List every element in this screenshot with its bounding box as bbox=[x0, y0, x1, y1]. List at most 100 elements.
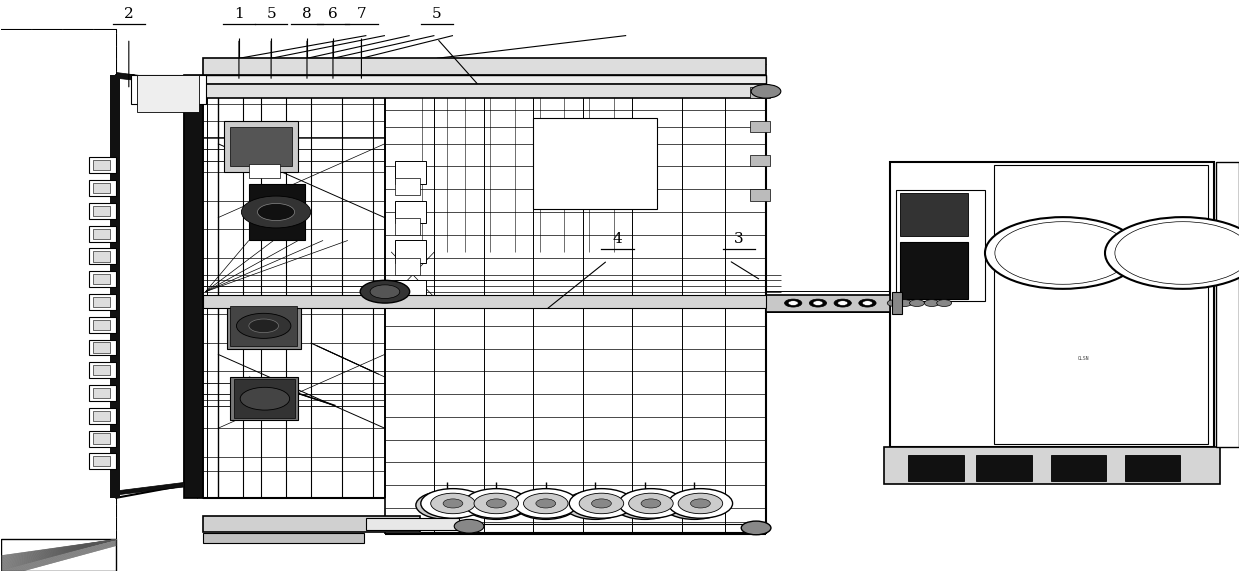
Circle shape bbox=[994, 222, 1131, 284]
Bar bbox=[394, 257, 419, 275]
Bar bbox=[89, 180, 117, 196]
Circle shape bbox=[810, 299, 827, 307]
Circle shape bbox=[897, 300, 911, 307]
Text: 7: 7 bbox=[357, 7, 366, 21]
Circle shape bbox=[577, 496, 614, 514]
Text: OLSN: OLSN bbox=[1079, 356, 1090, 361]
Bar bbox=[89, 408, 117, 424]
Bar bbox=[394, 280, 425, 303]
Circle shape bbox=[474, 493, 518, 514]
Circle shape bbox=[614, 491, 676, 519]
Circle shape bbox=[785, 299, 802, 307]
Bar bbox=[750, 189, 770, 201]
Bar bbox=[249, 164, 280, 178]
Bar bbox=[93, 343, 110, 352]
Bar bbox=[231, 126, 293, 166]
Bar bbox=[93, 434, 110, 444]
Circle shape bbox=[924, 300, 939, 307]
Circle shape bbox=[420, 488, 485, 518]
Circle shape bbox=[360, 280, 409, 303]
Circle shape bbox=[241, 387, 290, 410]
Circle shape bbox=[909, 300, 924, 307]
Bar bbox=[249, 184, 305, 240]
Bar bbox=[366, 518, 459, 530]
Text: 1: 1 bbox=[234, 7, 244, 21]
Bar bbox=[899, 241, 967, 299]
Bar bbox=[93, 365, 110, 375]
Circle shape bbox=[430, 493, 475, 514]
Bar bbox=[93, 274, 110, 284]
Text: 8: 8 bbox=[303, 7, 311, 21]
Bar bbox=[89, 317, 117, 333]
Polygon shape bbox=[110, 76, 120, 498]
Circle shape bbox=[676, 496, 713, 514]
Bar bbox=[89, 157, 117, 173]
Circle shape bbox=[513, 488, 578, 518]
Bar bbox=[533, 118, 657, 209]
Bar bbox=[203, 295, 766, 308]
Bar bbox=[89, 271, 117, 287]
Circle shape bbox=[486, 499, 506, 508]
Circle shape bbox=[564, 491, 626, 519]
Bar bbox=[234, 379, 295, 418]
Bar bbox=[93, 206, 110, 216]
Circle shape bbox=[591, 499, 611, 508]
Bar bbox=[203, 516, 419, 532]
Text: 5: 5 bbox=[432, 7, 441, 21]
Bar bbox=[203, 84, 766, 98]
Bar bbox=[89, 431, 117, 447]
Bar bbox=[93, 388, 110, 398]
Circle shape bbox=[859, 299, 877, 307]
Circle shape bbox=[813, 301, 823, 305]
Bar bbox=[89, 385, 117, 401]
Bar bbox=[203, 533, 363, 543]
Circle shape bbox=[742, 521, 771, 535]
Circle shape bbox=[678, 493, 723, 514]
Bar bbox=[1, 30, 117, 539]
Polygon shape bbox=[117, 76, 185, 498]
Circle shape bbox=[619, 488, 683, 518]
Circle shape bbox=[888, 300, 901, 307]
Bar bbox=[766, 295, 890, 312]
Bar bbox=[993, 165, 1208, 444]
Bar bbox=[750, 155, 770, 166]
Bar bbox=[890, 162, 1214, 447]
Bar bbox=[750, 121, 770, 132]
Bar bbox=[394, 178, 419, 195]
Bar bbox=[394, 201, 425, 224]
Polygon shape bbox=[203, 58, 766, 76]
Text: 6: 6 bbox=[329, 7, 337, 21]
Circle shape bbox=[1115, 222, 1240, 284]
Bar bbox=[884, 447, 1220, 483]
Bar bbox=[93, 251, 110, 261]
Circle shape bbox=[370, 285, 399, 299]
Circle shape bbox=[626, 496, 663, 514]
Circle shape bbox=[569, 488, 634, 518]
Circle shape bbox=[1105, 217, 1240, 289]
Bar bbox=[89, 340, 117, 355]
Bar bbox=[893, 292, 901, 315]
Circle shape bbox=[751, 85, 781, 98]
Circle shape bbox=[789, 301, 799, 305]
Bar bbox=[1, 539, 117, 571]
Text: 5: 5 bbox=[267, 7, 277, 21]
Bar bbox=[897, 190, 985, 301]
Bar bbox=[750, 87, 770, 98]
Bar bbox=[908, 455, 963, 480]
Circle shape bbox=[838, 301, 848, 305]
Bar bbox=[227, 303, 301, 348]
Text: 4: 4 bbox=[613, 232, 622, 246]
Bar bbox=[1216, 162, 1239, 447]
Circle shape bbox=[668, 488, 733, 518]
Bar bbox=[138, 76, 200, 112]
Circle shape bbox=[691, 499, 711, 508]
Circle shape bbox=[454, 519, 484, 533]
Circle shape bbox=[641, 499, 661, 508]
Text: 2: 2 bbox=[124, 7, 134, 21]
Circle shape bbox=[477, 496, 515, 514]
Circle shape bbox=[443, 499, 463, 508]
Bar bbox=[93, 297, 110, 307]
Polygon shape bbox=[117, 482, 185, 495]
Text: 3: 3 bbox=[734, 232, 744, 246]
Bar bbox=[185, 76, 203, 498]
